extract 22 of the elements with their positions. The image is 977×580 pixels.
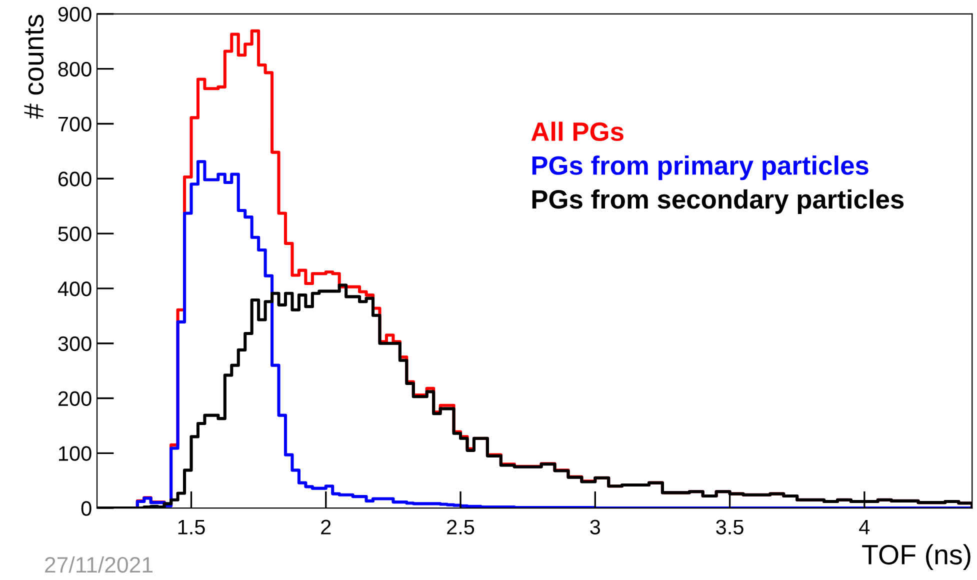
text: 27/11/2021 (45, 556, 152, 573)
x-tick-label: 2 (321, 520, 331, 534)
y-tick-label: 0 (81, 501, 92, 516)
text: PGs from secondary particles (532, 189, 904, 214)
x-tick-label: 2.5 (447, 520, 474, 534)
y-tick-label: 100 (58, 446, 92, 461)
y-tick-label: 400 (58, 281, 92, 296)
x-tick-label: 1.5 (178, 520, 205, 534)
x-axis-title: TOF (ns) (862, 544, 970, 570)
x-tick-label: 4 (859, 520, 870, 534)
y-tick-label: 900 (58, 6, 92, 22)
text: PGs from primary particles (532, 156, 868, 180)
x-tick-label: 3 (590, 520, 600, 534)
y-axis-title: # counts (24, 14, 44, 119)
y-tick-label: 200 (58, 391, 92, 406)
y-tick-label: 600 (58, 172, 92, 186)
y-tick-label: 500 (58, 226, 92, 242)
y-tick-label: 800 (58, 62, 92, 77)
text: All PGs (531, 122, 624, 142)
y-tick-label: 300 (58, 336, 92, 352)
x-tick-label: 3.5 (716, 520, 744, 534)
y-tick-label: 700 (58, 116, 92, 132)
